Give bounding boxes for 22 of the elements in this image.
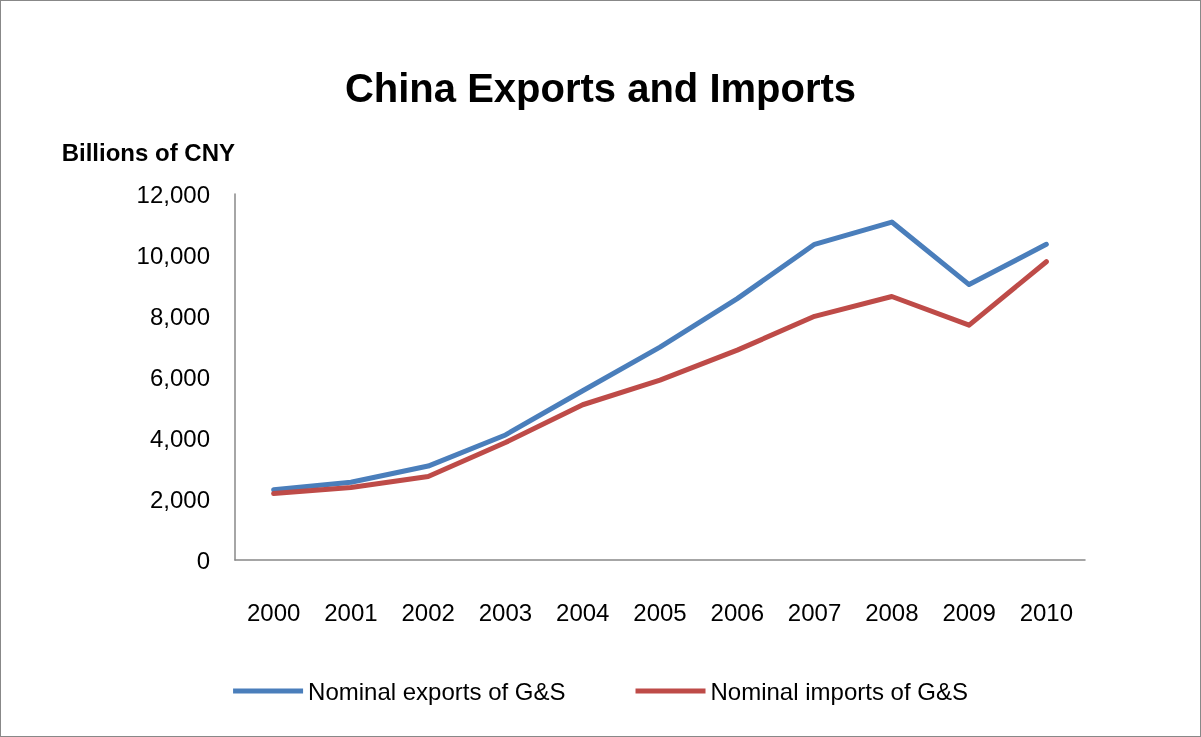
x-tick-label: 2001 xyxy=(324,598,378,626)
y-tick-label: 0 xyxy=(196,546,210,574)
y-axis-title: Billions of CNY xyxy=(61,138,235,166)
x-tick-label: 2006 xyxy=(710,598,764,626)
x-tick-label: 2003 xyxy=(478,598,533,626)
x-tick-label: 2000 xyxy=(246,598,301,626)
x-tick-label: 2004 xyxy=(556,598,610,626)
legend-label: Nominal exports of G&S xyxy=(308,677,566,705)
x-tick-label: 2010 xyxy=(1019,598,1074,626)
y-tick-label: 6,000 xyxy=(149,363,210,391)
x-tick-label: 2005 xyxy=(633,598,687,626)
y-tick-label: 8,000 xyxy=(149,302,210,330)
y-tick-label: 12,000 xyxy=(136,180,210,208)
y-tick-label: 4,000 xyxy=(149,424,210,452)
x-tick-label: 2009 xyxy=(942,598,996,626)
x-tick-label: 2007 xyxy=(787,598,842,626)
x-tick-label: 2008 xyxy=(865,598,919,626)
legend-label: Nominal imports of G&S xyxy=(710,677,968,705)
y-tick-label: 2,000 xyxy=(149,485,210,513)
x-tick-label: 2002 xyxy=(401,598,455,626)
chart-title: China Exports and Imports xyxy=(344,66,857,110)
y-tick-label: 10,000 xyxy=(136,241,210,269)
